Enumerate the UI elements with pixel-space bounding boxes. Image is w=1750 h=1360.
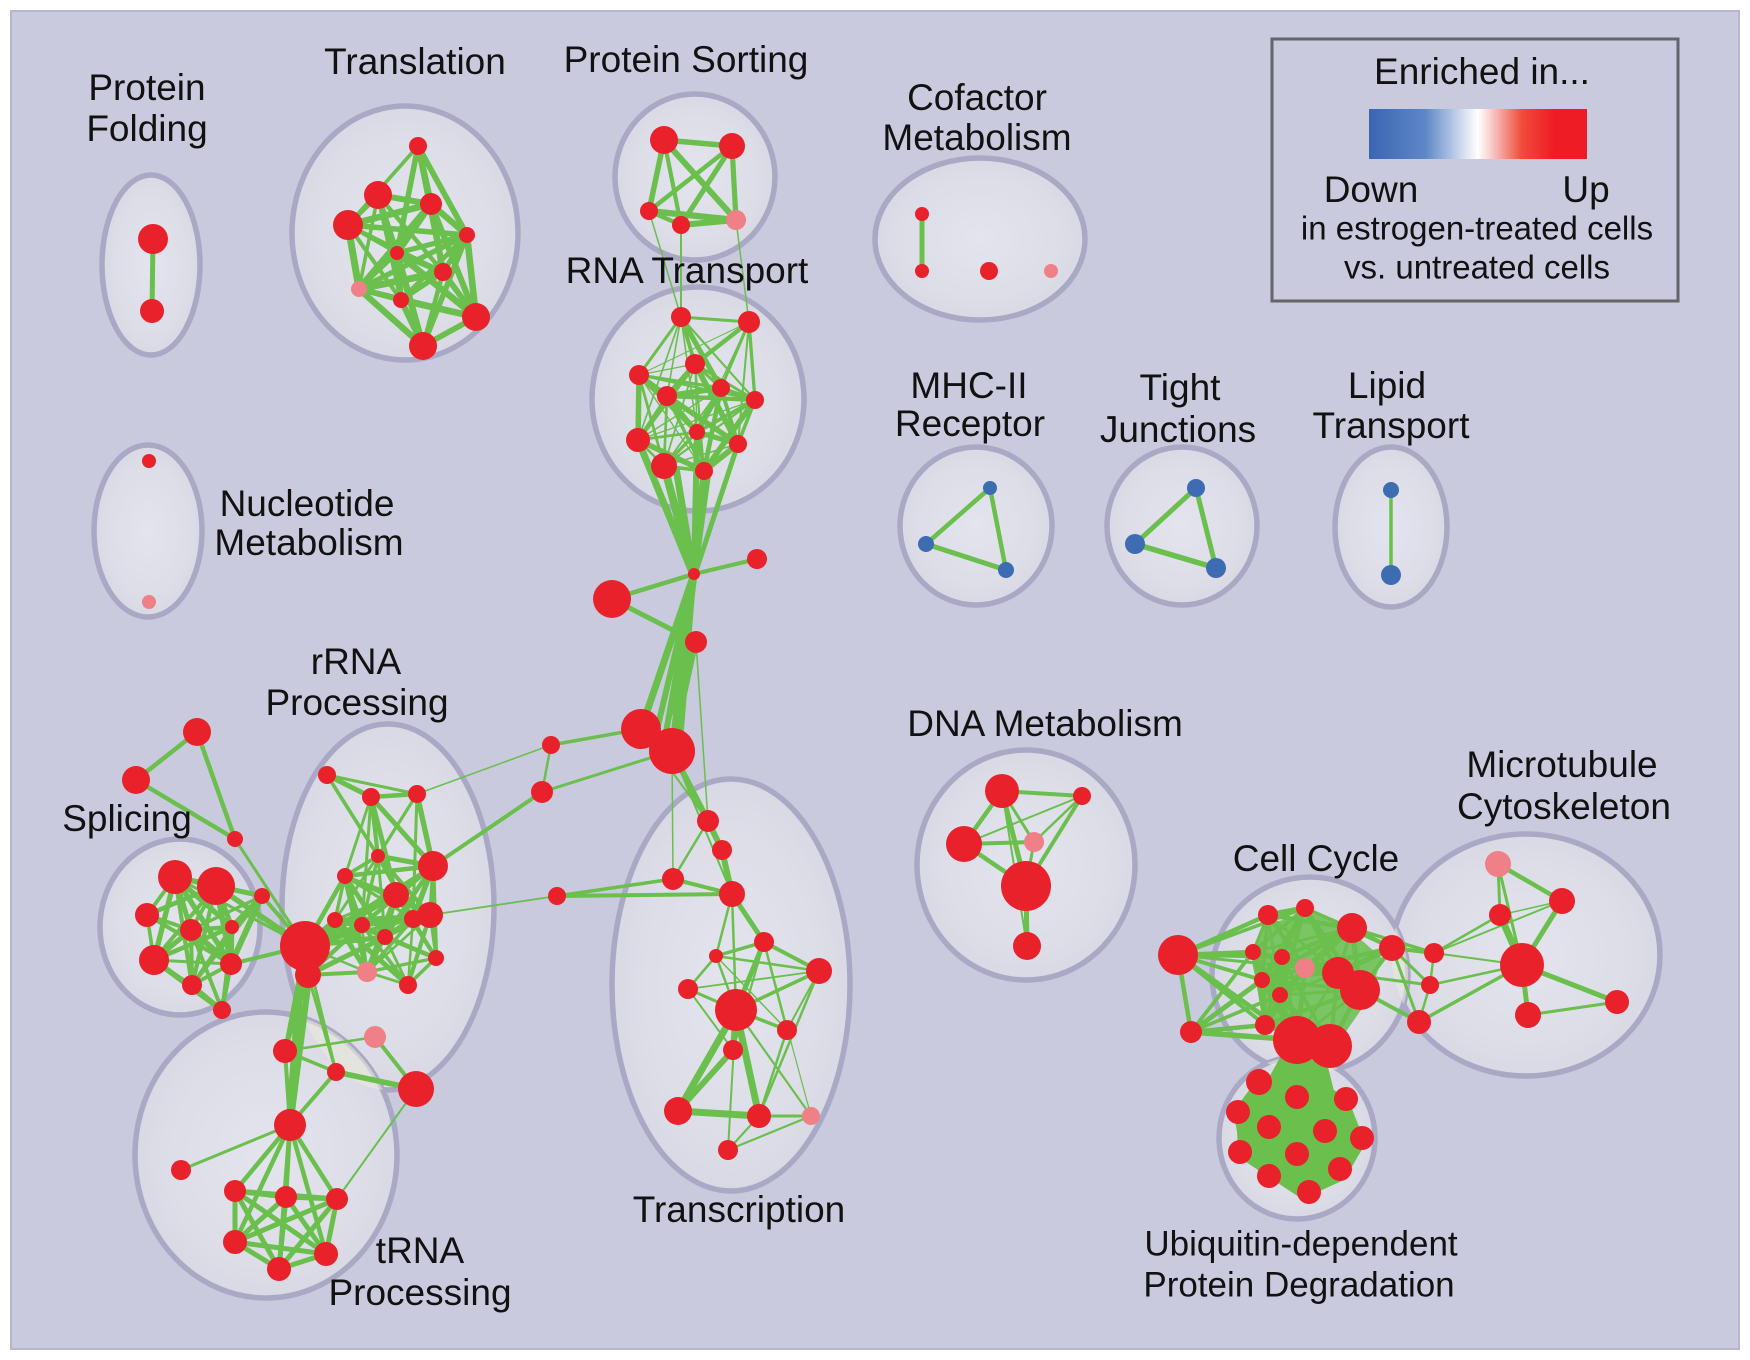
svg-text:Transport: Transport bbox=[1313, 405, 1471, 446]
svg-text:in estrogen-treated cells: in estrogen-treated cells bbox=[1301, 210, 1653, 247]
svg-text:Junctions: Junctions bbox=[1100, 409, 1256, 450]
svg-text:Splicing: Splicing bbox=[62, 798, 192, 839]
svg-text:Cofactor: Cofactor bbox=[907, 77, 1047, 118]
svg-text:Processing: Processing bbox=[328, 1272, 511, 1313]
svg-text:Lipid: Lipid bbox=[1348, 365, 1426, 406]
svg-text:rRNA: rRNA bbox=[311, 641, 402, 682]
svg-text:Metabolism: Metabolism bbox=[882, 117, 1071, 158]
svg-text:Microtubule: Microtubule bbox=[1466, 744, 1657, 785]
svg-text:Metabolism: Metabolism bbox=[214, 522, 403, 563]
svg-text:tRNA: tRNA bbox=[376, 1230, 465, 1271]
svg-text:Ubiquitin-dependent: Ubiquitin-dependent bbox=[1144, 1224, 1458, 1263]
svg-text:Processing: Processing bbox=[265, 682, 448, 723]
svg-text:Protein Sorting: Protein Sorting bbox=[564, 39, 809, 80]
svg-text:Enriched in...: Enriched in... bbox=[1374, 51, 1590, 92]
svg-text:vs. untreated cells: vs. untreated cells bbox=[1344, 249, 1610, 286]
svg-text:Cell Cycle: Cell Cycle bbox=[1233, 838, 1400, 879]
svg-text:DNA Metabolism: DNA Metabolism bbox=[907, 703, 1183, 744]
svg-text:Protein: Protein bbox=[88, 67, 205, 108]
svg-text:Up: Up bbox=[1562, 169, 1609, 210]
svg-text:Cytoskeleton: Cytoskeleton bbox=[1457, 786, 1671, 827]
svg-text:Protein Degradation: Protein Degradation bbox=[1143, 1265, 1454, 1304]
svg-text:Folding: Folding bbox=[86, 108, 207, 149]
svg-text:Transcription: Transcription bbox=[633, 1189, 845, 1230]
svg-text:Translation: Translation bbox=[324, 41, 506, 82]
svg-text:MHC-II: MHC-II bbox=[910, 365, 1027, 406]
svg-text:Tight: Tight bbox=[1140, 367, 1222, 408]
svg-text:Down: Down bbox=[1324, 169, 1419, 210]
svg-text:Nucleotide: Nucleotide bbox=[220, 483, 395, 524]
svg-text:RNA Transport: RNA Transport bbox=[566, 250, 809, 291]
svg-text:Receptor: Receptor bbox=[895, 403, 1045, 444]
